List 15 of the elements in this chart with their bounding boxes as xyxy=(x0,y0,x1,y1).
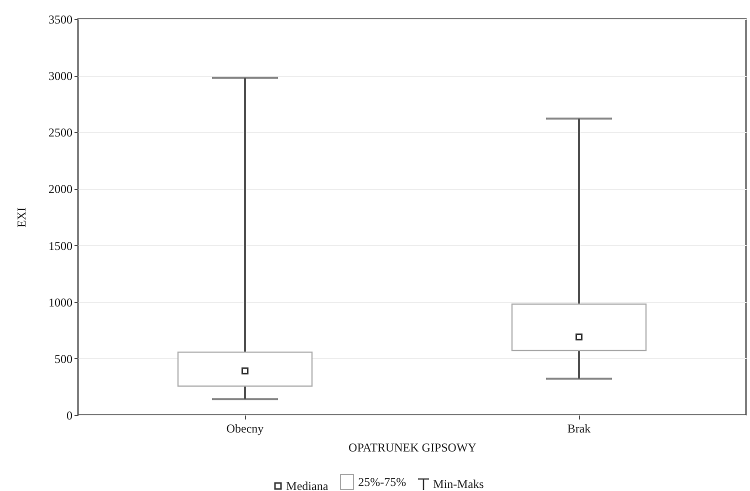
y-tick-label: 3000 xyxy=(48,69,72,84)
text: 25%-75% xyxy=(358,474,406,490)
y-tick-label: 1000 xyxy=(48,295,72,310)
y-axis-title: EXI xyxy=(14,208,28,228)
y-tick-label: 3500 xyxy=(48,12,72,26)
y-tick-label: 1500 xyxy=(48,238,72,253)
x-tick-label: Brak xyxy=(567,422,591,436)
y-tick-label: 2500 xyxy=(48,126,72,140)
y-tick-label: 2000 xyxy=(48,182,72,196)
x-axis-title: OPATRUNEK GIPSOWY xyxy=(348,440,477,454)
y-tick-label: 0 xyxy=(66,408,72,422)
text: Mediana xyxy=(286,478,328,491)
x-tick-label: Obecny xyxy=(226,422,264,436)
text: Min-Maks xyxy=(433,476,484,491)
y-tick-label: 500 xyxy=(54,352,72,366)
